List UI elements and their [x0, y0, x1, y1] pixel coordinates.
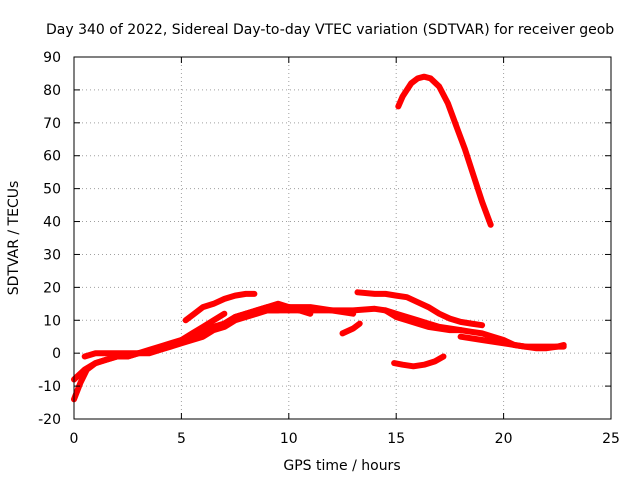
x-tick-label: 20 [495, 431, 513, 447]
y-tick-label: 30 [43, 247, 61, 263]
series-arc-3 [81, 350, 142, 360]
series-arc-5 [167, 310, 228, 350]
y-axis-label: SDTVAR / TECUs [6, 181, 22, 296]
y-tick-label: 40 [43, 215, 61, 231]
grid [74, 57, 611, 419]
x-tick-label: 10 [280, 431, 298, 447]
x-tick-label: 25 [602, 431, 620, 447]
series-arc-9 [339, 320, 363, 337]
y-tick-label: -10 [38, 379, 61, 395]
y-tick-label: 60 [43, 149, 61, 165]
chart-title: Day 340 of 2022, Sidereal Day-to-day VTE… [46, 22, 614, 38]
series-arc-12 [457, 333, 567, 350]
series-group [71, 73, 567, 403]
series-arc-8 [285, 304, 357, 317]
x-axis-label: GPS time / hours [283, 458, 400, 474]
y-tick-label: 50 [43, 182, 61, 198]
y-tick-label: 10 [43, 313, 61, 329]
y-tick-label: 90 [43, 50, 61, 66]
y-tick-label: 20 [43, 280, 61, 296]
ticks: 0 5 10 15 20 25 -20 -10 0 10 20 30 40 50 60 70 80 90 [38, 50, 620, 447]
plot-frame [73, 56, 612, 420]
x-tick-label: 5 [177, 431, 186, 447]
series-arc-10 [354, 289, 486, 329]
y-tick-label: 0 [52, 346, 61, 362]
series-arc-13 [391, 353, 447, 370]
x-tick-label: 15 [387, 431, 405, 447]
x-tick-label: 0 [70, 431, 79, 447]
y-tick-label: 80 [43, 83, 61, 99]
y-tick-label: -20 [38, 412, 61, 428]
y-tick-label: 70 [43, 116, 61, 132]
series-arc-14 [395, 73, 494, 228]
series-arc-4 [182, 290, 258, 324]
